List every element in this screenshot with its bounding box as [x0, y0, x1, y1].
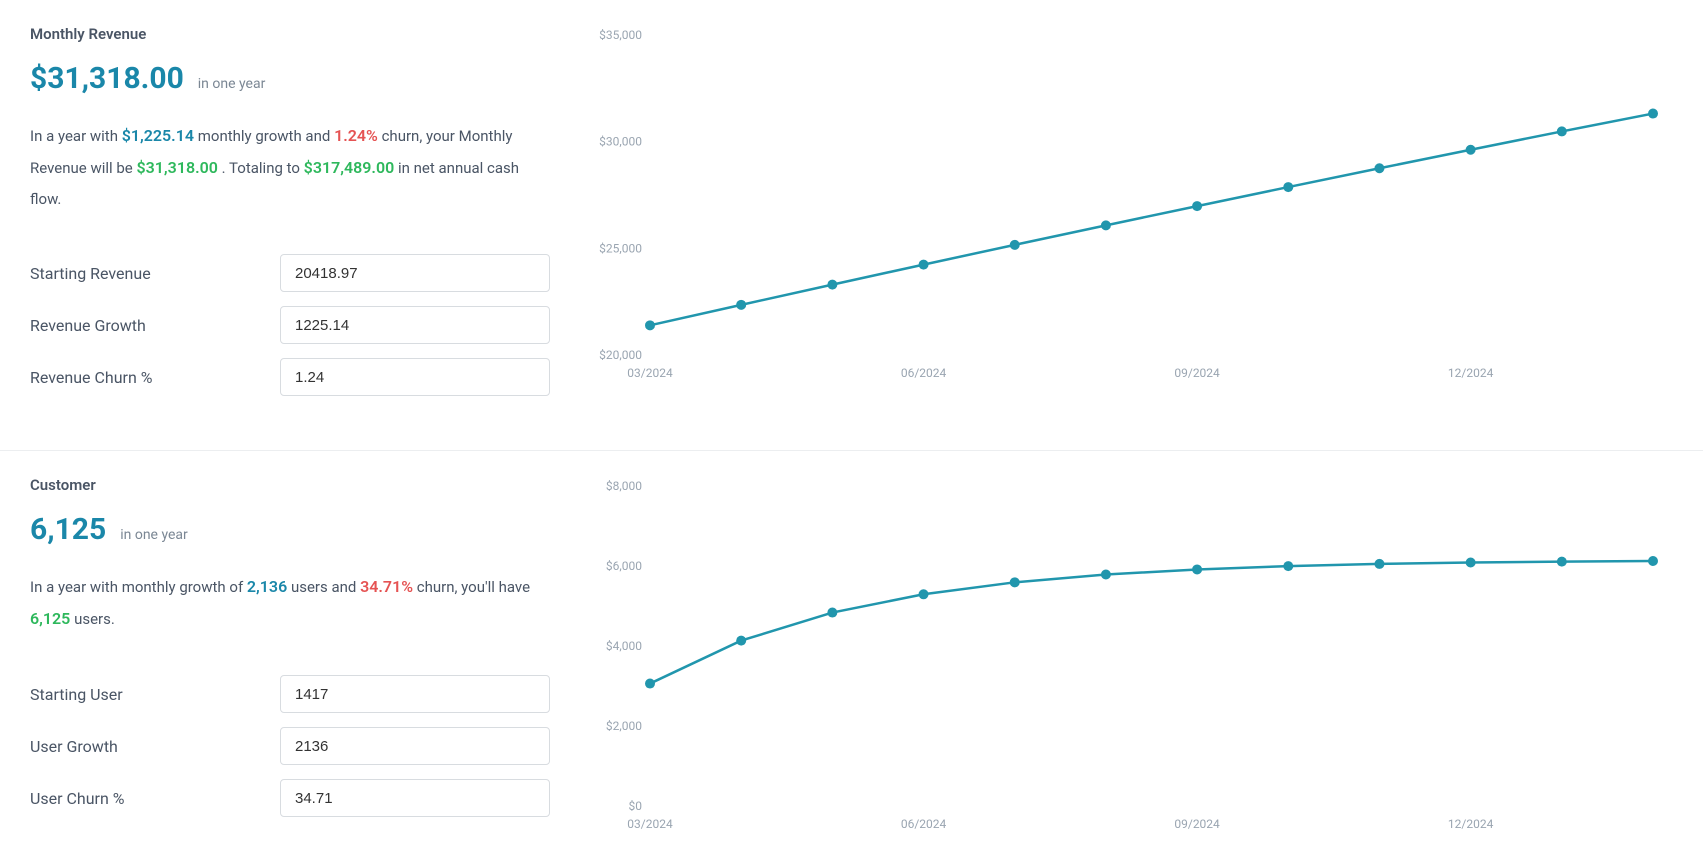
text: In a year with — [30, 127, 122, 145]
svg-text:$6,000: $6,000 — [606, 559, 642, 573]
svg-text:03/2024: 03/2024 — [627, 366, 673, 380]
text: In a year with monthly growth of — [30, 578, 247, 596]
svg-text:$30,000: $30,000 — [599, 135, 642, 149]
svg-text:$4,000: $4,000 — [606, 639, 642, 653]
text: users and — [291, 578, 360, 596]
revenue-churn-highlight: 1.24% — [334, 126, 378, 145]
svg-text:$25,000: $25,000 — [599, 241, 642, 255]
revenue-churn-label: Revenue Churn % — [30, 368, 280, 387]
revenue-title: Monthly Revenue — [30, 25, 550, 43]
text: churn, you'll have — [417, 578, 530, 596]
revenue-section: Monthly Revenue $31,318.00 in one year I… — [0, 0, 1703, 440]
text: . Totaling to — [222, 159, 304, 177]
svg-text:12/2024: 12/2024 — [1448, 817, 1494, 831]
customer-growth-highlight: 2,136 — [247, 577, 287, 596]
revenue-left-panel: Monthly Revenue $31,318.00 in one year I… — [30, 25, 550, 410]
revenue-total-highlight: $317,489.00 — [304, 158, 395, 177]
revenue-churn-row: Revenue Churn % — [30, 358, 550, 396]
svg-text:$20,000: $20,000 — [599, 348, 642, 362]
revenue-growth-highlight: $1,225.14 — [122, 126, 194, 145]
user-growth-row: User Growth — [30, 727, 550, 765]
user-growth-label: User Growth — [30, 737, 280, 756]
revenue-growth-input[interactable] — [280, 306, 550, 344]
revenue-headline-suffix: in one year — [198, 76, 266, 92]
starting-revenue-input[interactable] — [280, 254, 550, 292]
starting-revenue-label: Starting Revenue — [30, 264, 280, 283]
starting-revenue-row: Starting Revenue — [30, 254, 550, 292]
user-churn-input[interactable] — [280, 779, 550, 817]
revenue-final-highlight: $31,318.00 — [137, 158, 218, 177]
svg-text:$0: $0 — [629, 799, 643, 813]
revenue-headline-value: $31,318.00 — [30, 61, 184, 96]
svg-text:$35,000: $35,000 — [599, 28, 642, 42]
revenue-chart-panel: $20,000 $25,000 $30,000 $35,000 03/2024 06/20… — [550, 25, 1673, 410]
customer-churn-highlight: 34.71% — [360, 577, 413, 596]
svg-text:09/2024: 09/2024 — [1174, 366, 1220, 380]
customer-description: In a year with monthly growth of 2,136 u… — [30, 571, 550, 635]
revenue-headline-row: $31,318.00 in one year — [30, 61, 550, 96]
svg-text:12/2024: 12/2024 — [1448, 366, 1494, 380]
user-churn-label: User Churn % — [30, 789, 280, 808]
svg-text:06/2024: 06/2024 — [901, 817, 947, 831]
customer-headline-value: 6,125 — [30, 512, 106, 547]
starting-user-label: Starting User — [30, 685, 280, 704]
customer-chart-panel: $0 $2,000 $4,000 $6,000 $8,000 03/2024 06/2024… — [550, 476, 1673, 836]
user-growth-input[interactable] — [280, 727, 550, 765]
customer-section: Customer 6,125 in one year In a year wit… — [0, 450, 1703, 866]
starting-user-row: Starting User — [30, 675, 550, 713]
revenue-chart: $20,000 $25,000 $30,000 $35,000 03/2024 06/20… — [590, 25, 1673, 385]
revenue-churn-input[interactable] — [280, 358, 550, 396]
revenue-growth-label: Revenue Growth — [30, 316, 280, 335]
user-churn-row: User Churn % — [30, 779, 550, 817]
revenue-description: In a year with $1,225.14 monthly growth … — [30, 120, 550, 214]
revenue-growth-row: Revenue Growth — [30, 306, 550, 344]
customer-left-panel: Customer 6,125 in one year In a year wit… — [30, 476, 550, 836]
text: users. — [74, 610, 115, 628]
svg-text:06/2024: 06/2024 — [901, 366, 947, 380]
customer-title: Customer — [30, 476, 550, 494]
customer-chart: $0 $2,000 $4,000 $6,000 $8,000 03/2024 06/2024… — [590, 476, 1673, 836]
svg-text:$8,000: $8,000 — [606, 479, 642, 493]
customer-headline-row: 6,125 in one year — [30, 512, 550, 547]
svg-text:03/2024: 03/2024 — [627, 817, 673, 831]
text: monthly growth and — [198, 127, 334, 145]
customer-headline-suffix: in one year — [120, 527, 188, 543]
svg-text:09/2024: 09/2024 — [1174, 817, 1220, 831]
svg-text:$2,000: $2,000 — [606, 719, 642, 733]
customer-final-highlight: 6,125 — [30, 609, 70, 628]
starting-user-input[interactable] — [280, 675, 550, 713]
